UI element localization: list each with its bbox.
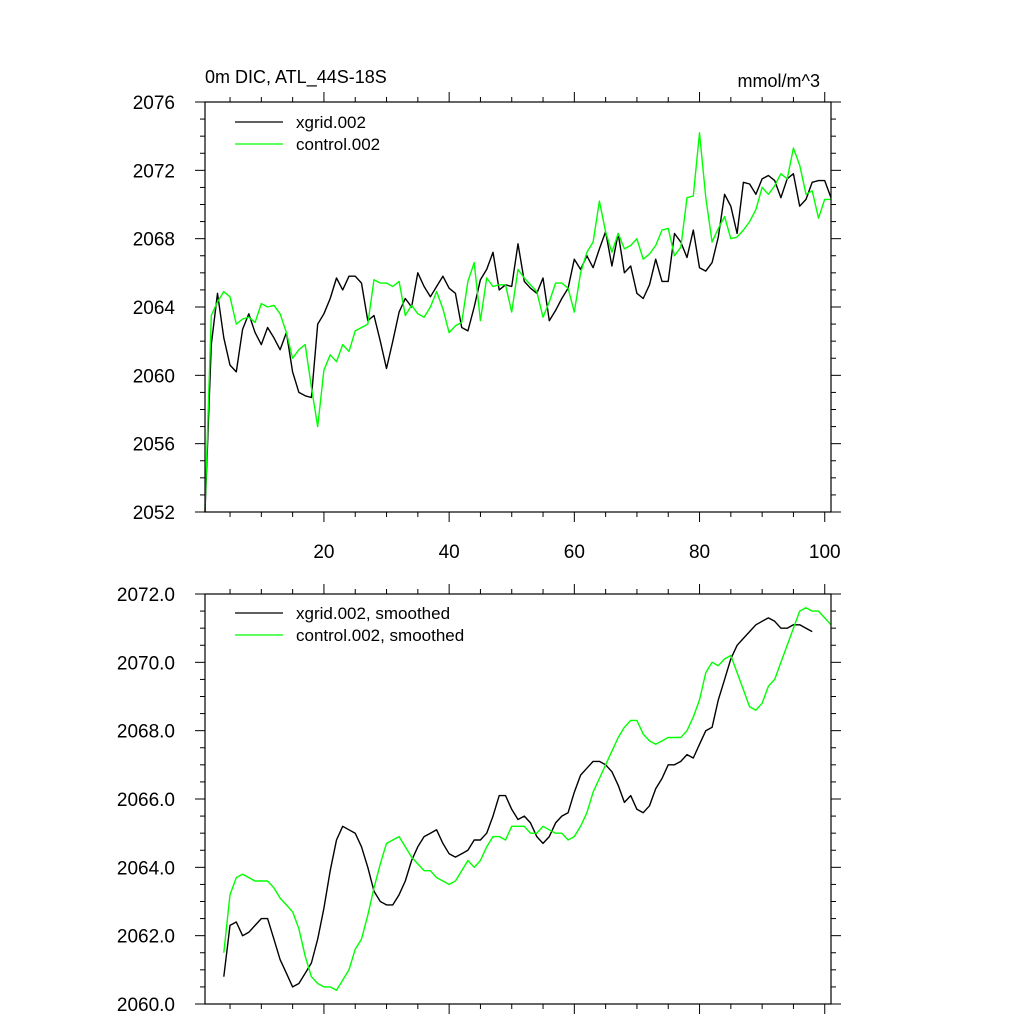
y-tick-label: 2072 — [133, 161, 175, 182]
y-tick-label: 2064.0 — [117, 858, 175, 879]
y-tick-label: 2066.0 — [117, 790, 175, 811]
y-tick-label: 2076 — [133, 93, 175, 114]
y-tick-label: 2052 — [133, 503, 175, 524]
top-panel: 0m DIC, ATL_44S-18S mmol/m^3 20 40 60 80 100… — [133, 67, 841, 563]
top-series-layer — [204, 132, 832, 513]
top-series-line-xgrid-002 — [204, 172, 832, 513]
top-ticks-layer: 20 40 60 80 100 2052 2056 2060 2064 2068 2072 2076 — [133, 92, 841, 563]
x-tick-label: 80 — [689, 542, 710, 563]
x-tick-label: 60 — [564, 542, 585, 563]
y-tick-label: 2068 — [133, 230, 175, 251]
legend-label-control: control.002 — [296, 135, 380, 154]
y-tick-label: 2060.0 — [117, 995, 175, 1016]
y-tick-label: 2056 — [133, 435, 175, 456]
bottom-ticks-layer: 2060.0 2062.0 2064.0 2066.0 2068.0 2070.0 2072… — [117, 584, 841, 1016]
top-series-line-control-002 — [204, 132, 831, 509]
bottom-series-line-control-002-smoothed — [223, 607, 832, 991]
x-tick-label: 20 — [313, 542, 334, 563]
y-tick-label: 2062.0 — [117, 927, 175, 948]
y-tick-label: 2068.0 — [117, 722, 175, 743]
x-tick-label: 100 — [809, 542, 841, 563]
bottom-series-line-xgrid-002-smoothed — [223, 617, 813, 988]
x-tick-label: 40 — [439, 542, 460, 563]
top-panel-units: mmol/m^3 — [738, 71, 820, 91]
y-tick-label: 2072.0 — [117, 585, 175, 606]
bottom-legend: xgrid.002, smoothed control.002, smoothe… — [235, 604, 464, 645]
legend-label-xgrid-smoothed: xgrid.002, smoothed — [296, 604, 450, 623]
y-tick-label: 2060 — [133, 366, 175, 387]
top-legend: xgrid.002 control.002 — [235, 113, 380, 154]
bottom-series-layer — [223, 607, 832, 991]
top-plot-frame — [204, 101, 832, 513]
bottom-panel: 2060.0 2062.0 2064.0 2066.0 2068.0 2070.0 2072… — [117, 584, 841, 1016]
legend-label-xgrid: xgrid.002 — [296, 113, 366, 132]
top-panel-title: 0m DIC, ATL_44S-18S — [205, 67, 387, 88]
legend-label-control-smoothed: control.002, smoothed — [296, 626, 464, 645]
bottom-plot-frame — [204, 593, 832, 1005]
y-tick-label: 2070.0 — [117, 653, 175, 674]
y-tick-label: 2064 — [133, 298, 176, 319]
